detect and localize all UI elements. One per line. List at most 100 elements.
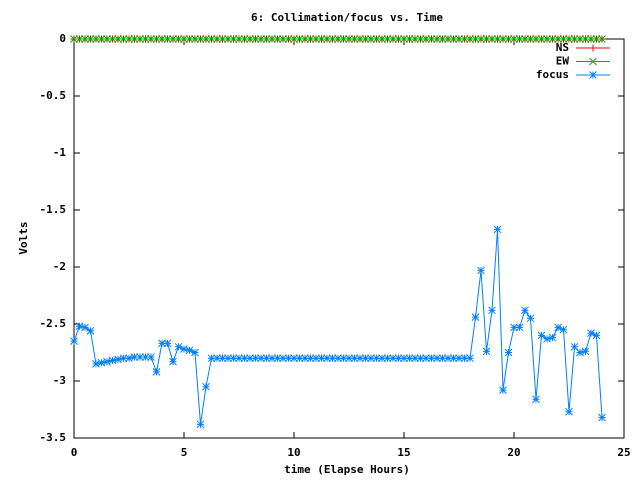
data-point: [339, 354, 348, 363]
data-point: [152, 368, 161, 376]
data-point: [125, 354, 133, 363]
legend-label: EW: [556, 55, 570, 68]
data-point: [345, 35, 353, 43]
data-point: [301, 35, 309, 43]
data-point: [97, 35, 106, 43]
data-point: [438, 35, 447, 43]
y-tick-label: -0.5: [40, 89, 67, 102]
data-point: [108, 356, 117, 365]
data-point: [290, 35, 298, 43]
data-point: [416, 354, 425, 363]
data-point: [295, 354, 304, 363]
data-point: [394, 35, 403, 43]
data-point: [389, 354, 397, 363]
data-point: [323, 35, 331, 43]
data-point: [444, 354, 452, 363]
data-point: [554, 35, 562, 43]
data-point: [218, 354, 227, 363]
data-point: [521, 306, 529, 315]
y-tick-label: -3.5: [40, 431, 67, 444]
data-point: [526, 314, 535, 323]
data-point: [196, 420, 205, 429]
data-point: [284, 35, 293, 43]
data-point: [262, 35, 271, 43]
data-point: [136, 35, 144, 43]
data-point: [279, 35, 287, 43]
data-point: [598, 413, 606, 422]
y-tick-label: -1.5: [40, 203, 67, 216]
data-point: [350, 354, 359, 363]
data-point: [202, 35, 210, 43]
data-point: [114, 355, 122, 364]
data-point: [383, 354, 392, 363]
data-point: [488, 35, 496, 43]
data-point: [581, 35, 590, 43]
data-point: [229, 35, 238, 43]
data-point: [312, 35, 320, 43]
data-point: [290, 354, 298, 363]
x-tick-label: 0: [71, 446, 78, 459]
data-point: [246, 35, 254, 43]
data-point: [345, 354, 353, 363]
data-point: [405, 35, 414, 43]
data-point: [224, 35, 232, 43]
data-point: [367, 354, 375, 363]
data-point: [510, 35, 518, 43]
data-point: [576, 348, 584, 357]
data-point: [570, 35, 579, 43]
data-point: [334, 35, 342, 43]
data-point: [262, 354, 271, 363]
data-point: [543, 35, 551, 43]
data-point: [295, 35, 304, 43]
data-point: [279, 354, 287, 363]
data-point: [378, 354, 386, 363]
data-point: [587, 329, 595, 337]
data-point: [378, 35, 386, 43]
data-point: [504, 35, 513, 43]
x-axis-label: time (Elapse Hours): [284, 463, 410, 476]
data-point: [565, 407, 573, 416]
data-point: [323, 354, 331, 363]
data-point: [306, 354, 315, 363]
data-point: [119, 35, 128, 43]
data-point: [554, 323, 562, 332]
y-tick-label: -1: [53, 146, 67, 159]
data-point: [235, 354, 243, 363]
data-point: [224, 354, 232, 363]
data-point: [405, 354, 414, 363]
data-point: [81, 323, 89, 332]
data-point: [587, 35, 595, 43]
data-point: [328, 354, 337, 363]
data-point: [328, 35, 337, 43]
data-point: [147, 353, 155, 361]
data-point: [92, 35, 100, 43]
data-point: [251, 354, 260, 363]
data-point: [466, 35, 474, 43]
data-point: [246, 354, 254, 363]
data-point: [70, 35, 78, 43]
data-point: [103, 35, 111, 43]
data-point: [130, 35, 139, 43]
data-point: [158, 339, 166, 348]
data-point: [493, 225, 502, 234]
data-point: [141, 35, 150, 43]
data-point: [81, 35, 89, 43]
data-point: [92, 360, 100, 368]
x-tick-label: 15: [397, 446, 410, 459]
data-point: [532, 35, 540, 43]
data-point: [180, 345, 188, 353]
data-point: [477, 266, 485, 275]
data-point: [306, 35, 315, 43]
data-point: [213, 354, 221, 363]
chart-title: 6: Collimation/focus vs. Time: [251, 11, 443, 24]
data-point: [515, 323, 524, 332]
data-point: [169, 35, 177, 43]
data-point: [317, 354, 326, 363]
data-point: [152, 35, 161, 43]
data-point: [416, 35, 425, 43]
data-point: [433, 354, 441, 363]
data-point: [86, 35, 95, 43]
data-point: [499, 386, 507, 394]
